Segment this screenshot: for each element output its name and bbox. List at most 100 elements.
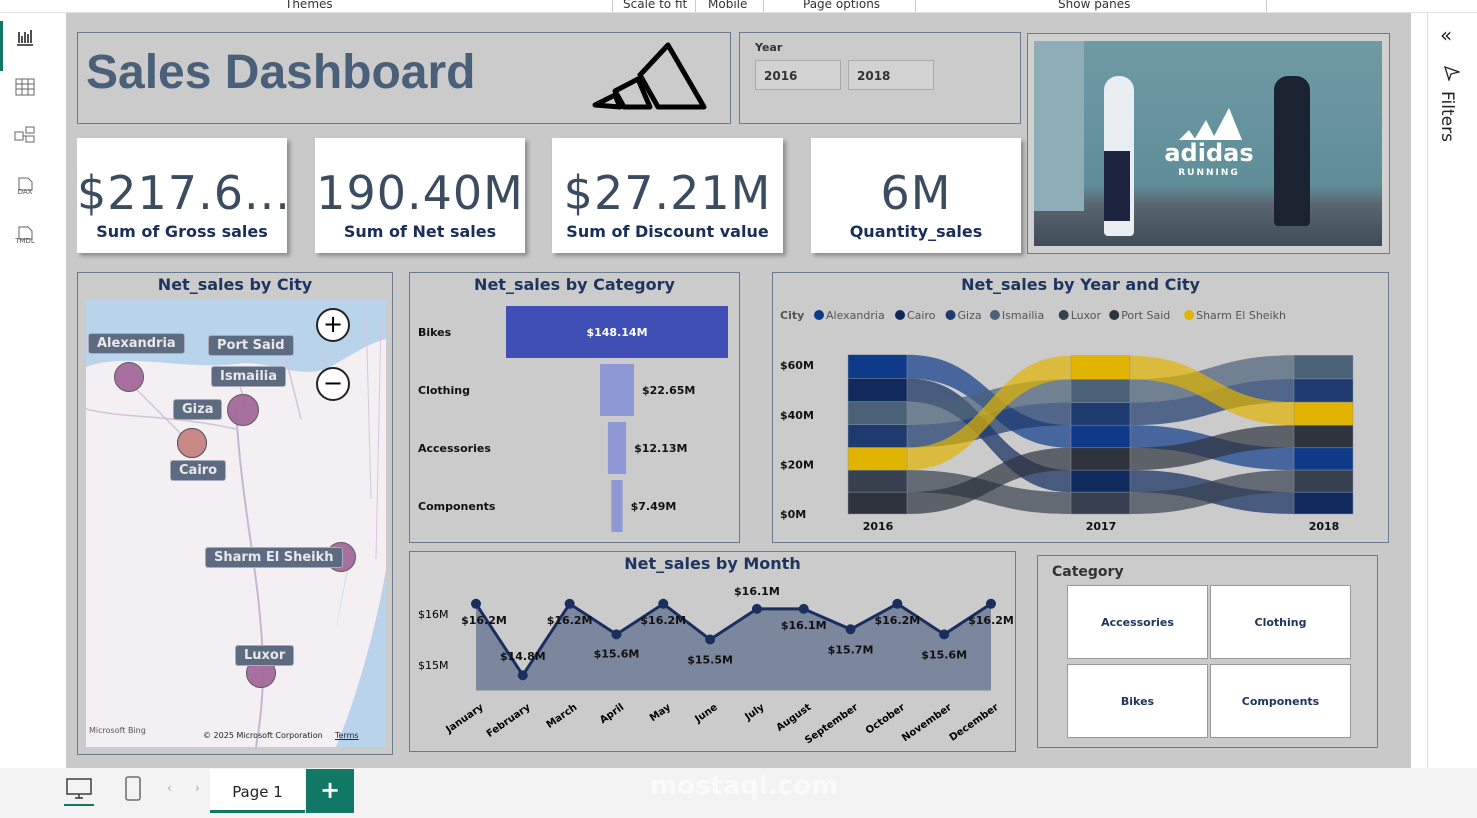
adidas-logo-icon (592, 42, 707, 110)
map-label-port-said: Port Said (208, 335, 294, 356)
category-chart-title: Net_sales by Category (474, 275, 675, 294)
category-option-accessories[interactable]: Accessories (1067, 585, 1208, 659)
month-axis-label: May (648, 702, 673, 724)
y-tick-label: $60M (780, 359, 814, 372)
ribbon-bar-segment (847, 491, 908, 515)
month-point (939, 629, 950, 640)
ribbon-bar-segment (1293, 355, 1354, 380)
collapse-pane-icon[interactable]: « (1440, 23, 1453, 47)
page-tab-1[interactable]: Page 1 (210, 769, 305, 813)
month-axis-label: October (864, 702, 907, 737)
next-page-icon[interactable]: › (195, 781, 200, 795)
ribbon-bar: Themes Scale to fit Mobile Page options … (0, 0, 1477, 13)
month-axis-label: March (545, 702, 580, 731)
month-axis-label: August (774, 702, 813, 734)
ribbon-bar-segment (1293, 469, 1354, 493)
x-tick-label: 2018 (1309, 520, 1340, 533)
kpi-card-discount: $27.21M Sum of Discount value (552, 138, 783, 253)
month-data-label: $16.2M (874, 614, 920, 627)
map-bubble-cairo[interactable] (177, 428, 207, 458)
prev-page-icon[interactable]: ‹ (167, 781, 172, 795)
map-label-ismailia: Ismailia (211, 366, 287, 387)
month-data-label: $16.2M (547, 614, 593, 627)
category-axis-label: Clothing (418, 384, 470, 397)
adidas-running-image: adidas RUNNING (1027, 33, 1390, 254)
month-line (474, 601, 992, 678)
month-axis-label: April (598, 702, 626, 726)
month-data-label: $16.1M (734, 585, 780, 598)
ribbon-bar-segment (1293, 447, 1354, 471)
dax-query-icon[interactable]: DAX (13, 177, 37, 201)
kpi-label: Sum of Discount value (566, 222, 769, 241)
month-point (471, 598, 481, 609)
ribbon-bar-segment (847, 424, 908, 448)
map-zoom-out-button[interactable]: − (316, 367, 350, 401)
filters-label[interactable]: Filters (1437, 91, 1457, 142)
map-label-alexandria: Alexandria (88, 333, 185, 354)
category-option-components[interactable]: Components (1210, 664, 1351, 738)
category-axis-label: Bikes (418, 326, 452, 339)
map-copyright: © 2025 Microsoft Corporation (203, 731, 323, 740)
legend-item: Alexandria (826, 309, 885, 322)
month-point (705, 634, 716, 645)
page-options-menu[interactable]: Page options (803, 0, 881, 11)
category-option-clothing[interactable]: Clothing (1210, 585, 1351, 659)
ribbon-giza (907, 402, 1071, 448)
ribbon-bar-segment (847, 469, 908, 493)
show-panes-menu[interactable]: Show panes (1058, 0, 1131, 11)
y-tick-label: $16M (418, 608, 449, 621)
ribbon-sharm-el-sheikh (1130, 355, 1294, 426)
category-option-bikes[interactable]: Bikes (1067, 664, 1208, 738)
category-bar (506, 306, 728, 358)
add-page-button[interactable]: + (306, 769, 354, 813)
category-data-label: $22.65M (642, 384, 695, 397)
ribbon-bar-segment (847, 378, 908, 402)
model-view-icon[interactable] (13, 125, 37, 149)
year-slicer: Year 2016 2018 (739, 32, 1021, 124)
legend-item: Cairo (907, 309, 936, 322)
month-data-label: $16.2M (968, 614, 1014, 627)
report-view-icon[interactable] (13, 27, 37, 51)
kpi-value: $27.21M (563, 166, 772, 220)
map-zoom-in-button[interactable]: + (316, 308, 350, 342)
month-axis-label: June (692, 702, 720, 726)
ribbon-sharm-el-sheikh (907, 355, 1071, 471)
ribbon-bar-segment (847, 447, 908, 471)
kpi-label: Sum of Gross sales (96, 222, 268, 241)
y-tick-label: $20M (780, 458, 814, 471)
mobile-menu[interactable]: Mobile (708, 0, 748, 11)
map-label-cairo: Cairo (170, 460, 227, 481)
page-tabs-bar: ‹ › Page 1 + mostaql.com (0, 768, 1477, 818)
month-point (658, 598, 669, 609)
year-option-2016[interactable]: 2016 (755, 60, 841, 90)
filter-icon (1444, 65, 1460, 81)
table-view-icon[interactable] (13, 77, 37, 101)
ribbon-bar-segment (1070, 424, 1131, 449)
bing-attribution: Microsoft Bing (89, 726, 146, 735)
tmdl-view-icon[interactable]: TMDL (13, 226, 37, 250)
legend-marker (1109, 310, 1120, 320)
watermark: mostaql.com (650, 771, 839, 801)
desktop-view-icon[interactable] (66, 778, 92, 800)
y-tick-label: $40M (780, 409, 814, 422)
legend-item: Sharm El Sheikh (1196, 309, 1286, 322)
category-data-label: $12.13M (634, 442, 687, 455)
map-terms-link[interactable]: Terms (335, 731, 359, 740)
legend-item: Giza (958, 309, 982, 322)
x-tick-label: 2016 (863, 520, 894, 533)
mobile-view-icon[interactable] (125, 776, 141, 802)
map-panel: Net_sales by City Microsoft Bing © 2025 … (77, 272, 393, 755)
scale-to-fit-menu[interactable]: Scale to fit (623, 0, 688, 11)
map-bubble-alexandria[interactable] (114, 362, 144, 392)
map-bubble-port-said[interactable] (227, 394, 259, 426)
year-option-2018[interactable]: 2018 (848, 60, 934, 90)
category-axis-label: Accessories (418, 442, 491, 455)
y-tick-label: $15M (418, 659, 449, 672)
month-point (845, 624, 856, 635)
ribbon-luxor (1130, 470, 1294, 514)
page-title: Sales Dashboard (86, 46, 476, 99)
month-point (517, 670, 528, 681)
themes-menu[interactable]: Themes (285, 0, 333, 11)
month-data-label: $15.7M (828, 643, 874, 656)
category-chart-panel: Net_sales by Category Bikes $148.14M Cloth… (409, 272, 740, 543)
